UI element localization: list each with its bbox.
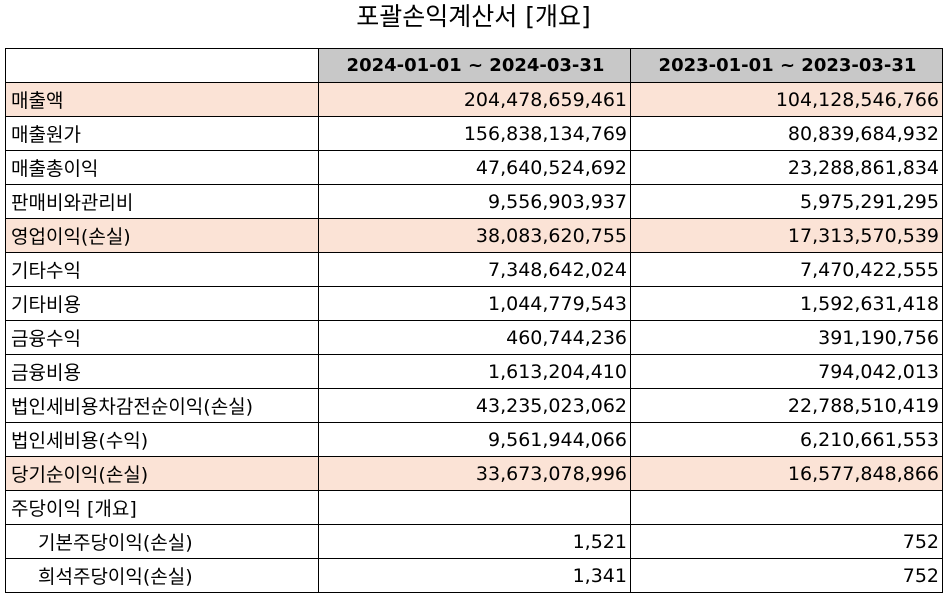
value-2023: 6,210,661,553 <box>630 422 943 457</box>
row-label: 매출총이익 <box>5 150 319 185</box>
column-header-2023: 2023-01-01 ~ 2023-03-31 <box>630 48 943 83</box>
table-row: 판매비와관리비 9,556,903,937 5,975,291,295 <box>5 184 943 219</box>
table-body: 매출액 204,478,659,461 104,128,546,766 매출원가 156… <box>5 82 943 593</box>
row-label: 법인세비용(수익) <box>5 422 319 457</box>
value-2023: 391,190,756 <box>630 320 943 355</box>
table-row: 기본주당이익(손실) 1,521 752 <box>5 524 943 559</box>
row-label: 당기순이익(손실) <box>5 456 319 491</box>
table-row: 금융비용 1,613,204,410 794,042,013 <box>5 354 943 389</box>
row-label: 기타비용 <box>5 286 319 321</box>
row-label: 법인세비용차감전순이익(손실) <box>5 388 319 423</box>
page-title: 포괄손익계산서 [개요] <box>356 2 591 31</box>
row-label: 매출원가 <box>5 116 319 151</box>
table-row: 기타비용 1,044,779,543 1,592,631,418 <box>5 286 943 321</box>
value-2023: 7,470,422,555 <box>630 252 943 287</box>
value-2023: 794,042,013 <box>630 354 943 389</box>
table-row: 법인세비용차감전순이익(손실) 43,235,023,062 22,788,510,… <box>5 388 943 423</box>
value-2023: 1,592,631,418 <box>630 286 943 321</box>
value-2023: 752 <box>630 558 943 593</box>
value-2024: 1,613,204,410 <box>318 354 631 389</box>
row-label: 영업이익(손실) <box>5 218 319 253</box>
value-2024: 43,235,023,062 <box>318 388 631 423</box>
value-2024: 156,838,134,769 <box>318 116 631 151</box>
value-2024: 1,341 <box>318 558 631 593</box>
table-header-row: 2024-01-01 ~ 2024-03-31 2023-01-01 ~ 202… <box>5 48 943 83</box>
value-2024: 1,044,779,543 <box>318 286 631 321</box>
table-row: 금융수익 460,744,236 391,190,756 <box>5 320 943 355</box>
value-2024: 460,744,236 <box>318 320 631 355</box>
value-2024: 38,083,620,755 <box>318 218 631 253</box>
value-2024: 1,521 <box>318 524 631 559</box>
value-2024: 47,640,524,692 <box>318 150 631 185</box>
row-label: 주당이익 [개요] <box>5 490 319 525</box>
value-2023: 22,788,510,419 <box>630 388 943 423</box>
row-label: 기타수익 <box>5 252 319 287</box>
income-statement-table: 2024-01-01 ~ 2024-03-31 2023-01-01 ~ 202… <box>5 48 943 593</box>
value-2024: 33,673,078,996 <box>318 456 631 491</box>
value-2024 <box>318 490 631 525</box>
row-label: 금융수익 <box>5 320 319 355</box>
row-label: 판매비와관리비 <box>5 184 319 219</box>
table-row: 영업이익(손실) 38,083,620,755 17,313,570,539 <box>5 218 943 253</box>
table-row: 매출액 204,478,659,461 104,128,546,766 <box>5 82 943 117</box>
table-row: 기타수익 7,348,642,024 7,470,422,555 <box>5 252 943 287</box>
row-label: 기본주당이익(손실) <box>5 524 319 559</box>
row-label: 금융비용 <box>5 354 319 389</box>
value-2023: 104,128,546,766 <box>630 82 943 117</box>
value-2024: 7,348,642,024 <box>318 252 631 287</box>
column-header-2024: 2024-01-01 ~ 2024-03-31 <box>318 48 631 83</box>
value-2023: 23,288,861,834 <box>630 150 943 185</box>
row-label: 매출액 <box>5 82 319 117</box>
value-2024: 9,561,944,066 <box>318 422 631 457</box>
table-row: 법인세비용(수익) 9,561,944,066 6,210,661,553 <box>5 422 943 457</box>
table-row: 매출원가 156,838,134,769 80,839,684,932 <box>5 116 943 151</box>
value-2023: 752 <box>630 524 943 559</box>
table-row: 당기순이익(손실) 33,673,078,996 16,577,848,866 <box>5 456 943 491</box>
value-2024: 204,478,659,461 <box>318 82 631 117</box>
header-blank-cell <box>5 48 319 83</box>
table-row: 매출총이익 47,640,524,692 23,288,861,834 <box>5 150 943 185</box>
value-2023: 17,313,570,539 <box>630 218 943 253</box>
value-2023 <box>630 490 943 525</box>
value-2024: 9,556,903,937 <box>318 184 631 219</box>
value-2023: 5,975,291,295 <box>630 184 943 219</box>
value-2023: 80,839,684,932 <box>630 116 943 151</box>
value-2023: 16,577,848,866 <box>630 456 943 491</box>
table-row: 희석주당이익(손실) 1,341 752 <box>5 558 943 593</box>
table-row: 주당이익 [개요] <box>5 490 943 525</box>
row-label: 희석주당이익(손실) <box>5 558 319 593</box>
